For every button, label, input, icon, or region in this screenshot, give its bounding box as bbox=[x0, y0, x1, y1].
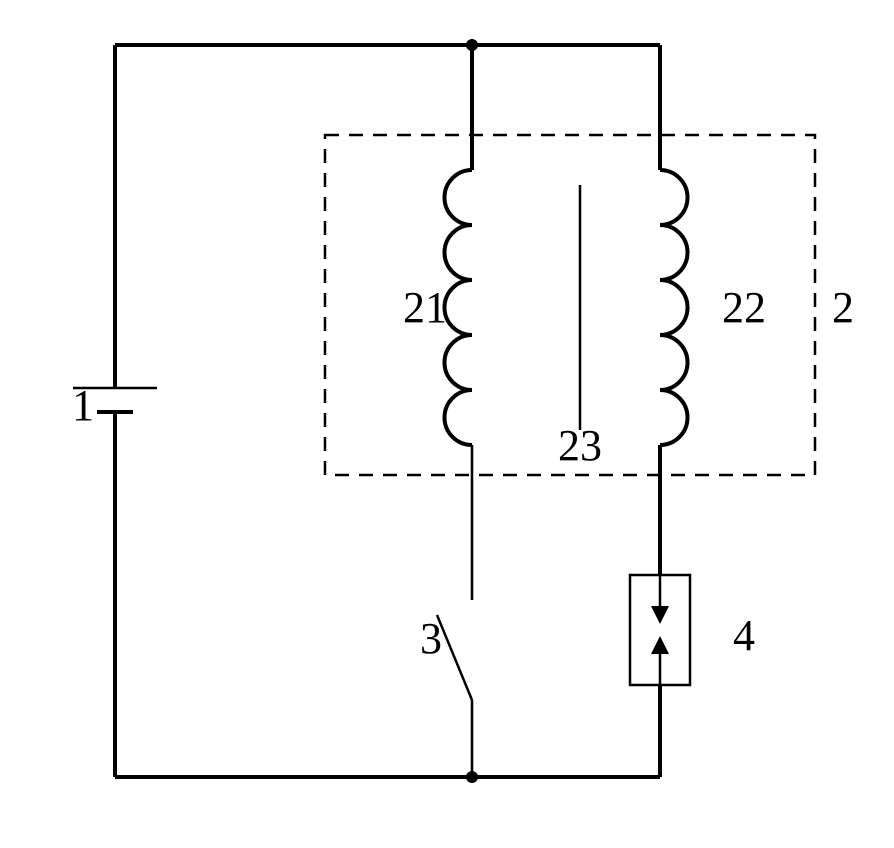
spark-gap-arrow-down-head bbox=[651, 606, 669, 624]
label-spark-gap: 4 bbox=[733, 611, 755, 660]
spark-gap-arrow-up-head bbox=[651, 636, 669, 654]
label-core: 23 bbox=[558, 421, 602, 470]
label-transformer-box: 2 bbox=[832, 283, 854, 332]
label-secondary-coil: 22 bbox=[722, 283, 766, 332]
primary-coil bbox=[444, 170, 472, 445]
label-battery: 1 bbox=[72, 381, 94, 430]
label-switch: 3 bbox=[420, 614, 442, 663]
secondary-coil bbox=[660, 170, 688, 445]
circuit-diagram: 1 21 22 2 23 3 4 bbox=[0, 0, 894, 848]
label-primary-coil: 21 bbox=[403, 283, 447, 332]
switch-arm bbox=[437, 615, 472, 700]
